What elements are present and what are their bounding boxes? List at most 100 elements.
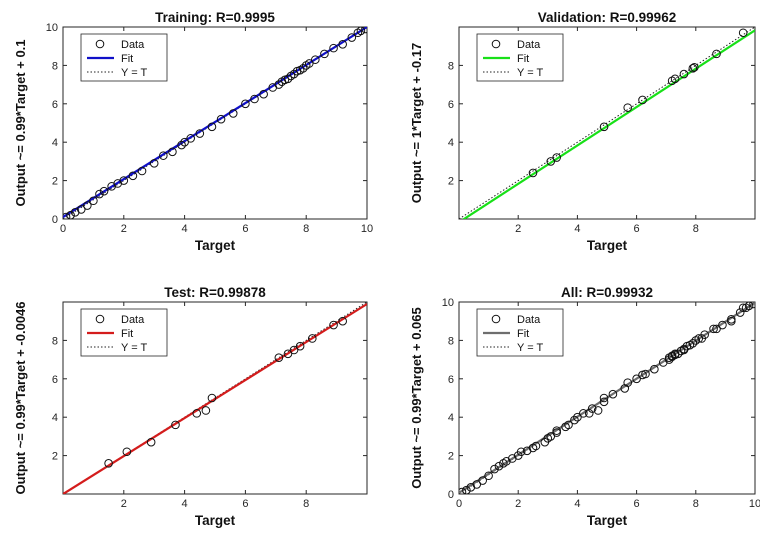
data-point xyxy=(718,320,727,330)
x-tick-label: 10 xyxy=(361,223,373,235)
x-tick-label: 6 xyxy=(242,498,248,510)
data-point xyxy=(623,378,633,387)
data-point xyxy=(599,393,609,403)
legend-label: Y = T xyxy=(517,67,543,79)
data-point xyxy=(320,49,329,59)
legend-label: Fit xyxy=(121,53,133,65)
y-axis-label: Output ~= 0.99*Target + 0.065 xyxy=(409,307,424,488)
data-point xyxy=(146,437,156,447)
data-point xyxy=(712,324,721,334)
y-tick-label: 0 xyxy=(52,214,58,226)
data-point xyxy=(99,186,109,196)
data-point xyxy=(180,137,189,147)
data-point xyxy=(679,344,689,354)
x-axis-label: Target xyxy=(195,513,236,528)
x-tick-label: 6 xyxy=(634,223,640,235)
data-point xyxy=(192,409,202,418)
data-point xyxy=(462,485,471,494)
y-tick-label: 8 xyxy=(448,335,454,347)
x-tick-label: 6 xyxy=(242,223,248,235)
data-point xyxy=(679,69,689,79)
series-group xyxy=(459,27,755,219)
legend-label: Fit xyxy=(121,328,133,340)
data-point xyxy=(289,345,299,355)
data-point xyxy=(546,157,556,166)
data-point xyxy=(259,89,268,99)
data-point xyxy=(119,176,129,185)
x-axis-label: Target xyxy=(587,513,628,528)
data-point xyxy=(587,404,597,413)
x-tick-label: 2 xyxy=(121,223,127,235)
data-point xyxy=(564,420,573,430)
data-point xyxy=(338,316,347,326)
data-point xyxy=(494,461,504,471)
subplot-2: 2 4 6 8 2 4 6 8 Test: R=0.99878 Target Output ~= 0… xyxy=(13,285,368,528)
data-point xyxy=(690,63,699,72)
data-point xyxy=(727,314,736,324)
data-point xyxy=(650,364,659,374)
data-point xyxy=(338,39,347,49)
data-point xyxy=(593,406,603,415)
series-group xyxy=(63,302,367,494)
x-tick-label: 8 xyxy=(303,223,309,235)
data-point xyxy=(552,426,561,435)
data-point xyxy=(295,341,305,351)
data-point xyxy=(694,334,704,343)
data-point xyxy=(63,212,71,219)
fit-line xyxy=(63,303,367,494)
legend-label: Fit xyxy=(517,53,529,65)
x-tick-label: 6 xyxy=(634,498,640,510)
subplot-title: Test: R=0.99878 xyxy=(164,285,266,300)
data-point xyxy=(171,420,180,430)
fit-line xyxy=(63,27,367,219)
data-point xyxy=(104,458,113,468)
data-point xyxy=(579,409,588,418)
data-point xyxy=(241,99,250,109)
x-tick-label: 4 xyxy=(574,223,580,235)
data-point xyxy=(274,353,284,362)
y-tick-label: 0 xyxy=(448,489,454,501)
data-point xyxy=(289,69,299,79)
data-point xyxy=(168,147,177,157)
x-tick-label: 0 xyxy=(456,498,462,510)
data-point xyxy=(552,153,561,162)
data-point xyxy=(738,303,748,313)
y-tick-label: 6 xyxy=(448,374,454,386)
legend-label: Y = T xyxy=(121,67,147,79)
y-tick-label: 4 xyxy=(52,412,58,424)
identity-line xyxy=(459,27,755,219)
y-tick-label: 8 xyxy=(52,60,58,72)
y-tick-label: 2 xyxy=(448,176,454,188)
data-point xyxy=(700,330,709,339)
fit-line xyxy=(459,302,755,494)
data-point xyxy=(149,159,159,168)
x-axis-label: Target xyxy=(587,238,628,253)
data-point xyxy=(688,338,698,348)
data-point xyxy=(329,320,338,330)
data-point xyxy=(207,393,217,403)
legend-label: Y = T xyxy=(121,342,147,354)
data-point xyxy=(632,374,641,384)
data-point xyxy=(128,171,138,181)
y-tick-label: 2 xyxy=(52,451,58,463)
data-point xyxy=(712,49,721,59)
data-point xyxy=(89,196,98,206)
data-point xyxy=(709,324,718,334)
x-tick-label: 2 xyxy=(121,498,127,510)
x-tick-label: 2 xyxy=(515,223,521,235)
data-point xyxy=(623,103,633,112)
data-point xyxy=(195,129,205,138)
data-point xyxy=(304,59,314,68)
data-point xyxy=(228,109,238,118)
y-tick-label: 2 xyxy=(448,451,454,463)
y-axis-label: Output ~= 0.99*Target + 0.1 xyxy=(13,39,28,206)
legend-label: Data xyxy=(121,314,145,326)
y-tick-label: 8 xyxy=(52,335,58,347)
subplot-0: 0 2 4 6 8 10 0 2 4 6 8 10 Training: R=0.9995 Target Ou… xyxy=(13,10,373,253)
x-tick-label: 4 xyxy=(182,498,188,510)
data-point xyxy=(546,432,556,441)
subplot-title: Validation: R=0.99962 xyxy=(538,10,676,25)
y-tick-label: 4 xyxy=(448,412,454,424)
data-point xyxy=(347,33,357,42)
series-group xyxy=(63,27,367,219)
